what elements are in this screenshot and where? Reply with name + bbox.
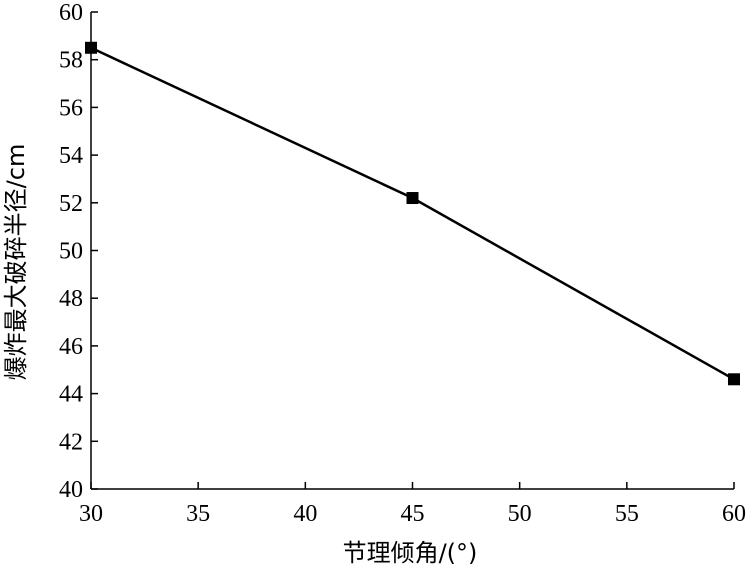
y-tick-label: 56 (59, 95, 83, 121)
y-tick-label: 60 (59, 0, 83, 26)
x-tick-label: 60 (722, 501, 746, 527)
x-tick-label: 35 (186, 501, 210, 527)
y-axis-ticks: 40 42 44 46 48 50 52 54 56 58 60 (59, 0, 98, 503)
data-point-marker (728, 373, 740, 386)
y-tick-label: 44 (59, 382, 83, 408)
x-axis-ticks: 30 35 40 45 50 55 60 (79, 482, 746, 527)
y-tick-label: 46 (59, 334, 83, 360)
x-tick-label: 55 (615, 501, 639, 527)
x-tick-label: 45 (401, 501, 425, 527)
y-tick-label: 48 (59, 286, 83, 312)
y-tick-label: 54 (59, 143, 83, 169)
y-tick-label: 40 (59, 477, 83, 503)
data-point-marker (85, 41, 97, 54)
y-tick-label: 42 (59, 429, 83, 455)
y-tick-label: 50 (59, 239, 83, 265)
series-layer (85, 41, 740, 386)
x-tick-label: 50 (508, 501, 532, 527)
y-tick-label: 58 (59, 48, 83, 74)
y-axis-title: 爆炸最大破碎半径/cm (2, 144, 30, 381)
x-tick-label: 40 (293, 501, 317, 527)
data-point-marker (406, 192, 419, 205)
y-tick-label: 52 (59, 191, 83, 217)
x-axis-title: 节理倾角/(°) (343, 539, 478, 567)
series-line (90, 46, 735, 381)
x-tick-label: 30 (79, 501, 103, 527)
